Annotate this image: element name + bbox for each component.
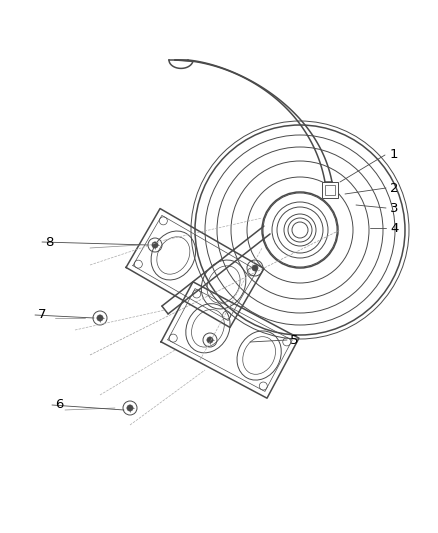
Text: 1: 1	[390, 149, 399, 161]
Text: 3: 3	[390, 201, 399, 214]
Circle shape	[207, 337, 213, 343]
Text: 2: 2	[390, 182, 399, 195]
Circle shape	[252, 265, 258, 271]
Text: 7: 7	[38, 309, 46, 321]
Bar	[325, 185, 335, 195]
Text: 4: 4	[390, 222, 399, 235]
Text: 8: 8	[45, 236, 53, 248]
Circle shape	[127, 405, 133, 411]
Circle shape	[152, 242, 158, 248]
Text: 5: 5	[290, 334, 299, 346]
Bar	[322, 182, 338, 198]
Text: 6: 6	[55, 399, 64, 411]
Circle shape	[97, 315, 103, 321]
